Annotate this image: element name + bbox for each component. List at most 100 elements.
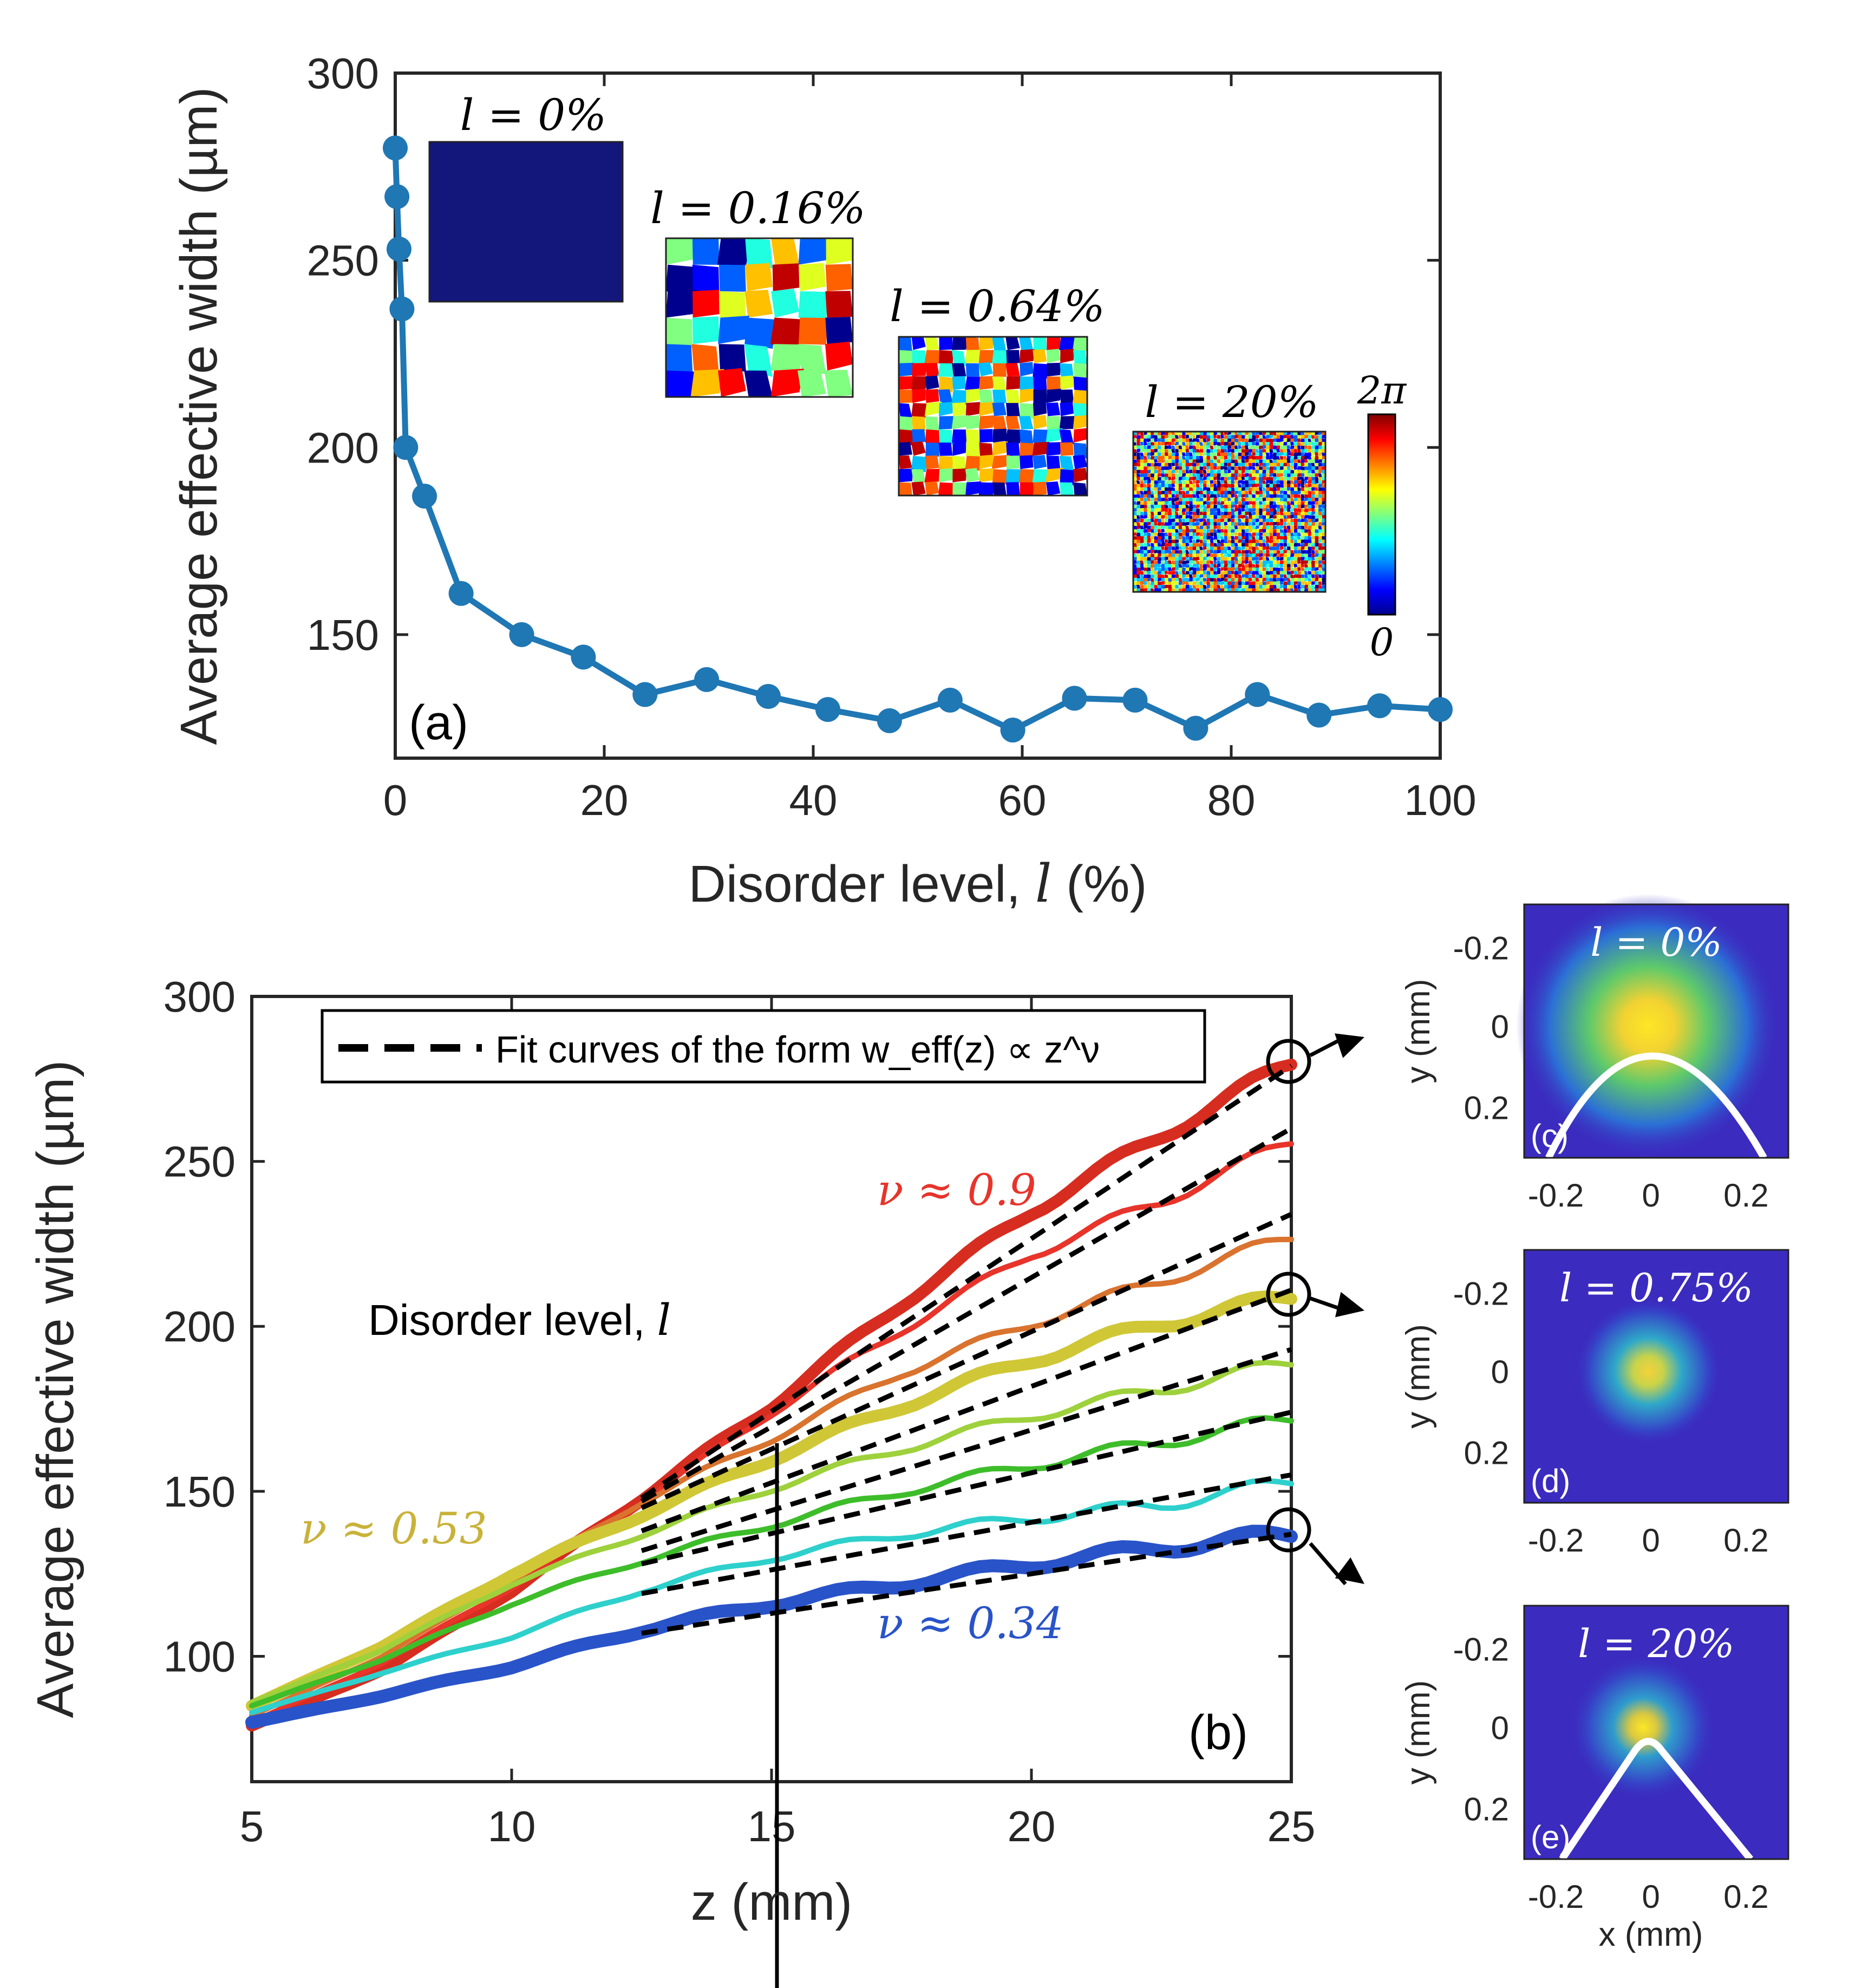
phase-cell xyxy=(1290,491,1295,495)
phase-cell xyxy=(1133,560,1137,564)
phase-cell xyxy=(1234,484,1239,487)
phase-cell xyxy=(1248,532,1252,537)
phase-cell xyxy=(1276,442,1280,446)
phase-cell xyxy=(1231,557,1235,561)
phase-cell xyxy=(1136,501,1141,505)
phase-cell xyxy=(1266,550,1270,554)
phase-cell xyxy=(1262,459,1267,464)
phase-cell xyxy=(771,238,800,265)
phase-cell xyxy=(1220,525,1224,530)
phase-cell xyxy=(1318,494,1322,498)
phase-cell xyxy=(1203,442,1207,446)
phase-cell xyxy=(1255,432,1259,435)
phase-cell xyxy=(1196,553,1200,557)
phase-cell xyxy=(1231,574,1235,578)
phase-cell xyxy=(1318,459,1323,463)
phase-cell xyxy=(1154,432,1158,436)
phase-cell xyxy=(1161,574,1165,579)
phase-cell xyxy=(1273,435,1277,439)
phase-cell xyxy=(1322,432,1325,436)
phase-cell xyxy=(1136,553,1141,558)
phase-cell xyxy=(1224,529,1228,533)
phase-cell xyxy=(1293,560,1298,564)
phase-cell xyxy=(1227,466,1232,471)
phase-cell xyxy=(1133,459,1137,464)
phase-cell xyxy=(1248,588,1253,592)
phase-cell xyxy=(965,363,980,377)
phase-cell xyxy=(1136,480,1140,485)
phase-cell xyxy=(1181,487,1186,491)
phase-cell xyxy=(1192,491,1197,494)
phase-cell xyxy=(1304,532,1308,536)
phase-cell xyxy=(718,368,746,397)
phase-cell xyxy=(1158,484,1161,488)
phase-cell xyxy=(1315,459,1319,464)
phase-cell xyxy=(1199,578,1204,582)
phase-cell xyxy=(1293,522,1298,526)
phase-cell xyxy=(1164,567,1169,571)
phase-cell xyxy=(1262,466,1266,470)
phase-cell xyxy=(1154,529,1158,533)
phase-cell xyxy=(1136,473,1140,478)
phase-cell xyxy=(1304,438,1308,442)
phase-cell xyxy=(1220,477,1225,481)
phase-cell xyxy=(1199,588,1204,592)
phase-cell xyxy=(1217,550,1221,554)
phase-cell xyxy=(1178,432,1182,435)
phase-cell xyxy=(1154,473,1158,478)
phase-cell xyxy=(1136,578,1140,582)
phase-cell xyxy=(1286,456,1291,460)
phase-cell xyxy=(1060,389,1074,403)
phase-cell xyxy=(1297,491,1301,494)
phase-cell xyxy=(1227,518,1231,523)
colorbar-min-label: 0 xyxy=(1370,620,1394,664)
phase-cell xyxy=(1224,491,1229,495)
phase-cell xyxy=(1279,459,1284,463)
phase-cell xyxy=(1161,578,1165,582)
phase-cell xyxy=(1133,487,1137,491)
phase-cell xyxy=(1304,567,1309,571)
phase-cell xyxy=(1241,529,1245,533)
phase-cell xyxy=(1178,473,1182,477)
phase-cell xyxy=(1248,480,1252,485)
phase-cell xyxy=(1297,508,1302,513)
phase-cell xyxy=(1199,557,1204,561)
phase-cell xyxy=(1238,494,1243,498)
phase-cell xyxy=(1203,501,1207,505)
phase-cell xyxy=(1161,435,1166,440)
phase-cell xyxy=(1206,449,1211,453)
phase-cell xyxy=(1157,432,1162,436)
phase-cell xyxy=(1286,487,1291,491)
phase-cell xyxy=(1171,543,1175,547)
phase-cell xyxy=(899,442,912,456)
phase-cell xyxy=(1283,494,1287,498)
phase-cell xyxy=(1154,546,1158,551)
phase-cell xyxy=(965,402,981,416)
phase-cell xyxy=(692,238,720,265)
phase-cell xyxy=(1266,518,1270,523)
phase-cell xyxy=(1262,546,1266,550)
phase-cell xyxy=(1192,501,1197,505)
phase-cell xyxy=(1140,441,1144,446)
phase-cell xyxy=(1073,428,1087,443)
phase-cell xyxy=(1203,505,1207,509)
phase-cell xyxy=(1297,466,1302,470)
phase-cell xyxy=(1308,473,1312,478)
phase-cell xyxy=(1136,477,1140,481)
phase-cell xyxy=(1217,522,1221,526)
phase-cell xyxy=(1220,449,1225,453)
phase-cell xyxy=(1185,536,1190,540)
phase-cell xyxy=(1283,459,1288,464)
phase-cell xyxy=(1147,570,1151,575)
phase-cell xyxy=(1241,577,1246,582)
phase-cell xyxy=(1220,480,1225,484)
phase-cell xyxy=(1213,518,1217,523)
phase-cell xyxy=(1147,459,1151,463)
phase-cell xyxy=(1301,432,1305,435)
phase-cell xyxy=(925,375,939,390)
phase-cell xyxy=(1286,466,1291,471)
phase-cell xyxy=(1168,557,1172,561)
phase-cell xyxy=(1140,550,1144,554)
phase-cell xyxy=(1252,550,1257,554)
